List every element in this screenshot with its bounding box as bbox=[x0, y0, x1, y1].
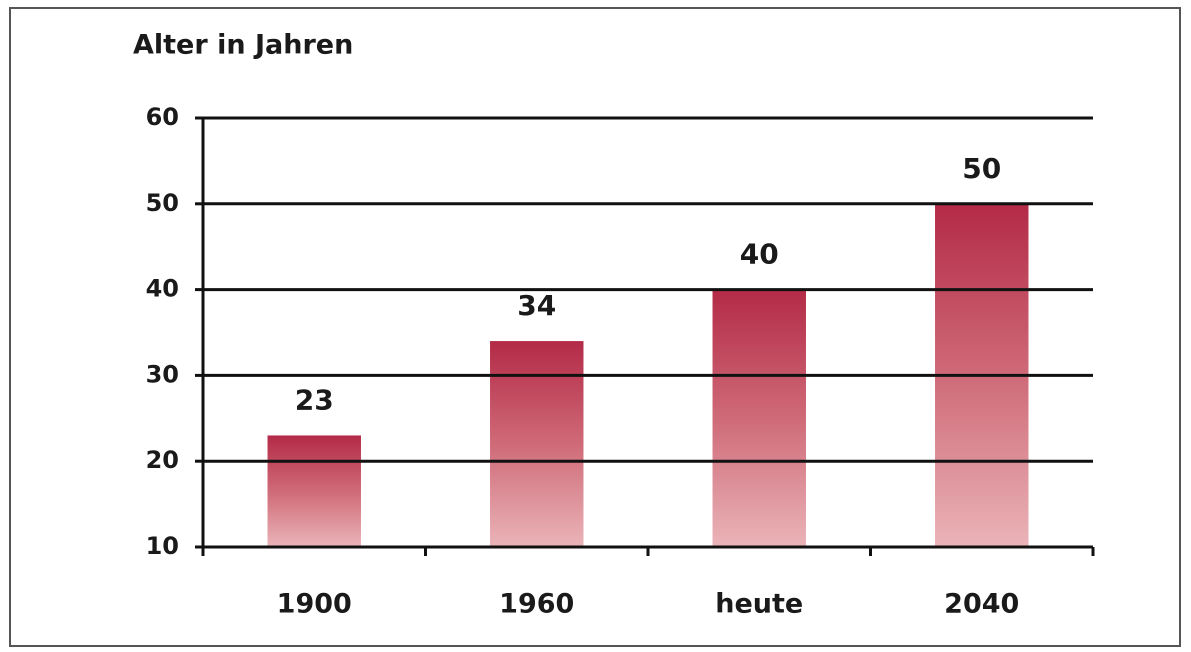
x-tick-label: 1900 bbox=[277, 589, 352, 620]
bar bbox=[267, 435, 361, 547]
data-label: 23 bbox=[295, 383, 334, 416]
y-tick-label: 60 bbox=[146, 103, 179, 131]
y-tick-label: 10 bbox=[146, 532, 179, 560]
bar bbox=[712, 289, 806, 547]
x-tick-label: 2040 bbox=[944, 589, 1019, 620]
frame bbox=[9, 7, 1181, 647]
data-label: 40 bbox=[740, 238, 779, 271]
data-label: 34 bbox=[517, 289, 556, 322]
y-tick-label: 40 bbox=[146, 275, 179, 303]
x-tick-label: 1960 bbox=[499, 589, 574, 620]
data-label: 50 bbox=[962, 152, 1001, 185]
y-tick-label: 20 bbox=[146, 446, 179, 474]
y-tick-label: 30 bbox=[146, 360, 179, 388]
y-tick-label: 50 bbox=[146, 189, 179, 217]
x-tick-label: heute bbox=[715, 589, 803, 620]
bar bbox=[490, 341, 584, 547]
chart-title: Alter in Jahren bbox=[133, 30, 353, 61]
